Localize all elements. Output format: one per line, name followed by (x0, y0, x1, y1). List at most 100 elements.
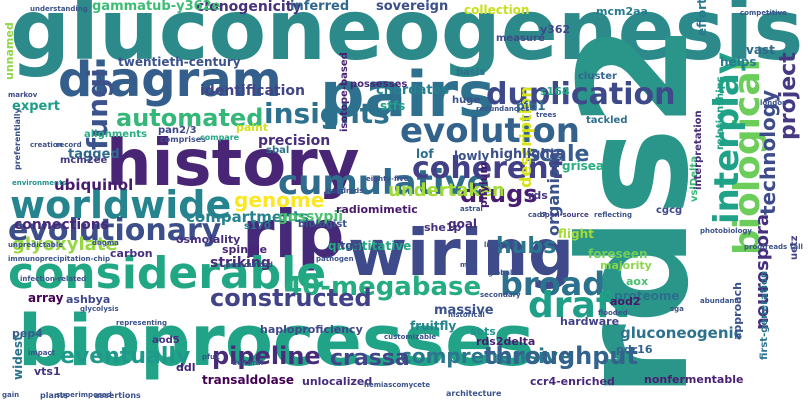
word: preferentially (13, 108, 22, 170)
word: striking (210, 255, 271, 271)
word: record (56, 141, 82, 149)
word: measure (496, 33, 545, 44)
word: radiomimetic (336, 203, 418, 216)
word: first-generation (759, 271, 770, 360)
word: impact (28, 349, 55, 357)
word: inferred (290, 0, 350, 14)
word: rip (242, 196, 345, 273)
word: aod2 (610, 295, 641, 308)
word: proofreads (744, 243, 788, 251)
word: ccr4-enriched (530, 375, 615, 388)
word: basis (456, 67, 486, 78)
word: wiring (348, 217, 574, 291)
word: lifestyle (484, 241, 516, 249)
word: 40-megabase (284, 272, 482, 302)
word: drugs (460, 180, 538, 208)
word: pronounced (226, 261, 273, 269)
word: london (760, 99, 787, 107)
word: environments (12, 179, 67, 187)
word: nonfermentable (644, 373, 744, 386)
word: abundant (700, 297, 738, 305)
word: dogma (92, 239, 119, 247)
word: deltardl (232, 359, 264, 367)
word: lowly (454, 149, 490, 163)
word: comprises (160, 135, 206, 144)
word: hubs (496, 234, 557, 259)
word: spindle (222, 243, 268, 256)
word: pan2/3 (158, 125, 197, 136)
word: redundancies (476, 105, 530, 113)
word: she1p (424, 221, 462, 234)
word: glycolysis (80, 305, 119, 313)
word: unlocalized (302, 375, 373, 388)
word: sga (670, 305, 684, 313)
word: evolutionary (8, 213, 222, 248)
word: historical (448, 311, 485, 319)
word: reflecting (594, 211, 633, 219)
word: gammatub-y362e (92, 0, 221, 14)
word: pipeline (212, 342, 321, 370)
word: alignments (84, 129, 147, 140)
word: history (106, 127, 360, 201)
word: cumulative (278, 163, 490, 203)
word: twentieth-century (118, 55, 241, 69)
word: astral (460, 205, 483, 213)
word: isotope-based (339, 52, 350, 132)
word: paint (236, 121, 269, 134)
word: photobiology (700, 227, 752, 235)
word: gain (2, 391, 20, 399)
word: stfs (380, 99, 406, 113)
word: expert (12, 99, 60, 114)
word: compare (200, 133, 240, 142)
word: flooded (598, 309, 628, 317)
word: mcm2ee (60, 155, 108, 166)
word: pairs (320, 58, 495, 131)
word: trees (536, 111, 557, 119)
word: gluconeogenic (620, 324, 743, 342)
word: open-source (540, 211, 589, 219)
word: transaldolase (202, 373, 294, 387)
word: tga (340, 239, 361, 252)
word: tagged (68, 147, 120, 162)
word: possesses (350, 79, 408, 90)
word: pathogen (316, 255, 354, 263)
word: duplication (486, 77, 676, 112)
word: interpretation (693, 110, 704, 190)
word: creation (30, 141, 63, 149)
word: identification (200, 83, 305, 99)
word: broad (500, 265, 606, 303)
word: eventually (60, 344, 191, 369)
word: huge (452, 95, 481, 106)
word: gluconeogenesis (10, 0, 804, 79)
word: representing (116, 319, 168, 327)
word: haploproficiency (260, 323, 363, 336)
word: tall (790, 243, 803, 251)
word: customizable (384, 333, 437, 341)
word: pfu1 (202, 353, 220, 361)
word: ddl (176, 361, 196, 374)
word: undertaken (388, 180, 505, 201)
word: sets (470, 325, 496, 338)
word: majority (600, 259, 652, 272)
word: bioprocesses (18, 300, 535, 382)
word: superimposed (56, 391, 112, 399)
word: architecture (446, 389, 502, 398)
word: cad7 (528, 211, 547, 219)
word: sbal (266, 145, 290, 156)
word: pdr16 (616, 343, 653, 356)
word: carbon (110, 247, 153, 260)
word: compartments (186, 208, 309, 226)
word: genome (234, 188, 325, 212)
word: glyoxylate (12, 234, 118, 255)
word: unnamed (3, 22, 16, 80)
word: phylum (477, 162, 490, 208)
word: massive (434, 303, 494, 318)
word: effort (695, 0, 709, 36)
word: widest (11, 335, 25, 380)
word: tackled (586, 115, 628, 126)
word: draft (528, 285, 629, 326)
word: insights (264, 97, 390, 130)
word: flight (558, 227, 594, 241)
word: ubiquinol (54, 176, 134, 194)
word: vts1 (34, 365, 61, 378)
